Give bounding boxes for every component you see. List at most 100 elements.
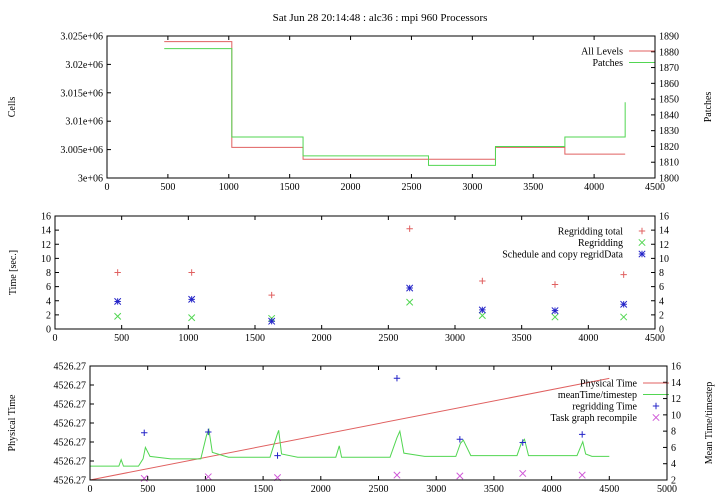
series-schedule-and-copy-regriddata-point-cross — [268, 317, 276, 325]
y2-axis-title: Patches — [703, 92, 714, 123]
y2-tick-label: 1880 — [659, 47, 679, 58]
series-task-graph-recompile-point — [578, 471, 586, 479]
series-regridding-time-point-plus — [274, 452, 281, 459]
series-regridding-point — [114, 312, 122, 320]
y-tick-label: 3.005e+06 — [60, 145, 103, 156]
y-tick-label: 10 — [41, 254, 51, 265]
series-regridding-total-point — [406, 225, 413, 232]
legend-entry-all-levels: All Levels — [581, 47, 655, 58]
y2-tick-label: 10 — [671, 410, 681, 421]
legend-label: meanTime/timestep — [558, 390, 637, 401]
y2-tick-label: 8 — [671, 427, 676, 438]
y2-tick-label: 1870 — [659, 63, 679, 74]
y2-tick-label: 12 — [671, 394, 681, 405]
y-tick-label: 3.01e+06 — [65, 117, 103, 128]
x-tick-label: 2500 — [378, 333, 398, 344]
series-all-levels-line — [164, 41, 626, 160]
y-tick-label: 4 — [46, 296, 51, 307]
series-schedule-and-copy-regriddata-point-cross — [620, 300, 628, 308]
panel-physical-time: 0 500 1000 1500 2000 2500 3000 3500 4000 4500 5000… — [7, 362, 715, 496]
series-regridding-total-point-plus — [479, 277, 486, 285]
series-regridding-total-point — [188, 269, 195, 276]
y-tick-label: 4526.27 — [54, 362, 87, 373]
y2-tick-label: 1890 — [659, 32, 679, 43]
y-tick-label-right: 14 — [659, 226, 669, 237]
y-tick-label: 16 — [41, 212, 51, 223]
y-tick-label: 3.02e+06 — [65, 60, 103, 71]
y-tick-label: 0 — [46, 325, 51, 336]
legend-label: Patches — [592, 58, 623, 69]
x-tick-label: 3500 — [523, 182, 543, 193]
x-tick-label: 2500 — [401, 182, 421, 193]
y2-tick-label: 2 — [671, 476, 676, 487]
legend-entry-regridding-total: Regridding total — [558, 227, 646, 238]
x-tick-label: 2500 — [369, 484, 389, 495]
y2-tick-label: 14 — [671, 378, 681, 389]
x-tick-label: 4500 — [645, 182, 665, 193]
series-schedule-and-copy-regriddata-point — [188, 295, 196, 303]
series-task-graph-recompile-point — [140, 474, 148, 482]
x-tick-label: 3500 — [484, 484, 504, 495]
y-axis-title: Physical Time — [7, 394, 18, 452]
series-schedule-and-copy-regriddata-point — [268, 317, 276, 325]
series-regridding-total-point-plus — [114, 269, 121, 276]
series-regridding-time-point-plus — [578, 431, 586, 438]
series-schedule-and-copy-regriddata-point-cross — [406, 284, 414, 292]
series-physical-time-line — [89, 377, 610, 481]
series-all-levels — [164, 41, 626, 160]
series-regridding-point-cross — [551, 313, 559, 321]
y2-axis-title: Mean Time/timestep — [704, 382, 715, 465]
x-tick-label: 2000 — [312, 333, 332, 344]
series-physical-time — [89, 377, 610, 481]
series-regridding-time — [141, 375, 586, 459]
series-task-graph-recompile-point — [456, 472, 464, 480]
series-task-graph-recompile-point — [204, 473, 212, 481]
x-tick-label: 4500 — [645, 333, 665, 344]
y-tick-label-right: 8 — [659, 268, 664, 279]
y2-tick-label: 6 — [671, 443, 676, 454]
x-tick-label: 2000 — [341, 182, 361, 193]
y-tick-label-right: 0 — [659, 325, 664, 336]
legend-label: Schedule and copy regridData — [502, 250, 623, 261]
x-tick-label: 1500 — [280, 182, 300, 193]
series-regridding-total-point-plus — [551, 281, 559, 288]
y-tick-label: 2 — [46, 310, 51, 321]
series-schedule-and-copy-regriddata-point-cross — [114, 297, 122, 306]
series-task-graph-recompile-point — [393, 471, 401, 479]
plot-frame — [89, 365, 668, 481]
series-regridding-point-cross — [406, 298, 414, 306]
series-regridding-total — [114, 225, 627, 299]
panel-cells-patches: 0 500 1000 1500 2000 2500 3000 3500 4000 4500 3e+0… — [7, 32, 714, 194]
y2-tick-label: 1820 — [659, 142, 679, 153]
y-tick-label: 4526.27 — [54, 381, 87, 392]
series-regridding-time-point-plus — [393, 375, 401, 382]
series-regridding-point-cross — [114, 312, 122, 320]
series-schedule-and-copy-regriddata-point-cross — [478, 306, 486, 314]
y-tick-label: 4526.27 — [54, 457, 87, 468]
legend-label: Regridding — [578, 238, 623, 249]
y2-tick-label: 1830 — [659, 126, 679, 137]
y2-tick-label: 1860 — [659, 79, 679, 90]
series-regridding-point — [478, 312, 486, 320]
series-schedule-and-copy-regriddata-point — [478, 306, 486, 314]
legend-swatch-cross — [652, 413, 660, 422]
series-regridding-point-cross — [478, 312, 486, 320]
series-schedule-and-copy-regriddata — [114, 284, 628, 325]
x-tick-label: 3000 — [462, 182, 482, 193]
figure-title: Sat Jun 28 20:14:48 : alc36 : mpi 960 Pr… — [273, 12, 488, 24]
y2-tick-label: 16 — [671, 362, 681, 373]
series-task-graph-recompile-point — [519, 469, 527, 478]
series-regridding-total-point — [268, 291, 275, 299]
y-tick-label: 8 — [46, 268, 51, 279]
legend-entry-schedule-and-copy-regriddata: Schedule and copy regridData — [502, 250, 646, 261]
y-tick-label: 3.025e+06 — [60, 32, 103, 43]
legend-entry-task-graph-recompile: Task graph recompile — [551, 413, 660, 424]
series-regridding-time-point — [519, 439, 526, 446]
y-axis-title: Time [sec.] — [8, 250, 19, 295]
y2-tick-label: 1850 — [659, 95, 679, 106]
x-tick-label: 1000 — [195, 484, 215, 495]
series-regridding-point — [188, 314, 196, 322]
series-regridding-time-point — [456, 436, 464, 443]
series-regridding-point — [620, 313, 628, 321]
